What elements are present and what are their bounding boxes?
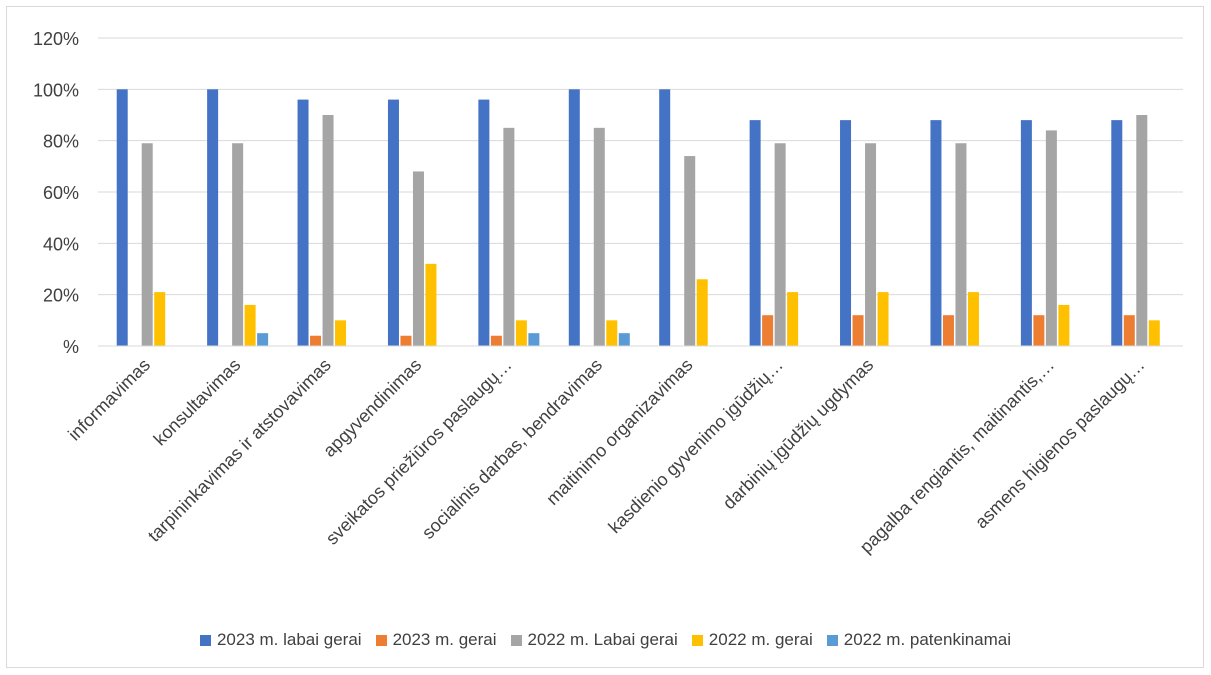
x-tick-label: konsultavimas — [150, 355, 245, 450]
bar — [425, 263, 437, 346]
legend-label: 2022 m. Labai gerai — [527, 630, 678, 649]
bar — [116, 89, 128, 346]
bar — [568, 89, 580, 346]
legend-item: 2023 m. gerai — [375, 630, 497, 650]
bar — [412, 171, 424, 346]
x-tick-label: informavimas — [64, 355, 154, 445]
y-tick-label: 20% — [43, 286, 79, 306]
x-tick-label: darbinių įgūdžių ugdymas — [719, 355, 877, 513]
x-tick-label: sveikatos priežiūros paslaugų… — [322, 355, 516, 549]
legend-swatch — [375, 634, 387, 646]
bar — [955, 143, 967, 346]
bar — [1111, 120, 1123, 346]
bar — [618, 333, 630, 346]
bar — [606, 320, 618, 346]
legend-swatch — [510, 634, 522, 646]
bar — [490, 335, 502, 346]
bar — [840, 120, 852, 346]
x-tick-label: asmens higienos paslaugų… — [971, 355, 1149, 533]
bar — [684, 156, 696, 346]
bar — [335, 320, 347, 346]
bar — [244, 304, 256, 346]
legend-label: 2023 m. gerai — [392, 630, 497, 649]
bar — [1136, 115, 1148, 346]
y-tick-label: 60% — [43, 183, 79, 203]
chart-legend: 2023 m. labai gerai 2023 m. gerai 2022 m. … — [0, 622, 1211, 658]
legend-swatch — [199, 634, 211, 646]
x-tick-label: socialinis darbas, bendravimas — [418, 355, 606, 543]
y-tick-label: % — [63, 337, 79, 357]
bar — [696, 279, 708, 346]
x-tick-label: pagalba rengiantis, maitinantis,… — [856, 355, 1058, 557]
bar — [1123, 315, 1135, 346]
bar — [515, 320, 527, 346]
bar — [659, 89, 671, 346]
y-tick-label: 100% — [33, 80, 79, 100]
bar — [1058, 304, 1070, 346]
bar — [593, 127, 605, 346]
bar — [1148, 320, 1160, 346]
bar — [1020, 120, 1032, 346]
bar — [1033, 315, 1045, 346]
legend-label: 2022 m. gerai — [708, 630, 813, 649]
bar — [749, 120, 761, 346]
y-tick-label: 80% — [43, 132, 79, 152]
x-tick-label: tarpininkavimas ir atstovavimas — [144, 355, 335, 546]
x-tick-label: apgyvendinimas — [319, 355, 425, 461]
bar — [400, 335, 412, 346]
bar — [528, 333, 540, 346]
legend-label: 2023 m. labai gerai — [216, 630, 362, 649]
legend-swatch — [691, 634, 703, 646]
bar — [387, 99, 399, 346]
bar — [1045, 130, 1057, 346]
legend-swatch — [826, 634, 838, 646]
legend-item: 2023 m. labai gerai — [199, 630, 362, 650]
bar — [774, 143, 786, 346]
bar — [257, 333, 269, 346]
bar — [762, 315, 774, 346]
bar — [207, 89, 219, 346]
bar — [787, 292, 799, 346]
x-tick-label: kasdienio gyvenimo įgūdžių… — [604, 355, 787, 538]
y-tick-label: 120% — [33, 29, 79, 49]
legend-item: 2022 m. gerai — [691, 630, 813, 650]
bar — [297, 99, 309, 346]
bar — [877, 292, 889, 346]
legend-item: 2022 m. Labai gerai — [510, 630, 678, 650]
bar — [232, 143, 244, 346]
bar — [310, 335, 322, 346]
bar — [852, 315, 864, 346]
bar — [503, 127, 515, 346]
legend-label: 2022 m. patenkinamai — [843, 630, 1012, 649]
bar — [865, 143, 877, 346]
bar — [967, 292, 979, 346]
chart-frame — [6, 6, 1204, 668]
bar — [141, 143, 153, 346]
legend-item: 2022 m. patenkinamai — [826, 630, 1012, 650]
bar — [478, 99, 490, 346]
bar — [942, 315, 954, 346]
y-tick-label: 40% — [43, 234, 79, 254]
x-tick-label: maitinimo organizavimas — [542, 355, 696, 509]
bar — [154, 292, 166, 346]
bar — [322, 115, 334, 346]
bar — [930, 120, 942, 346]
